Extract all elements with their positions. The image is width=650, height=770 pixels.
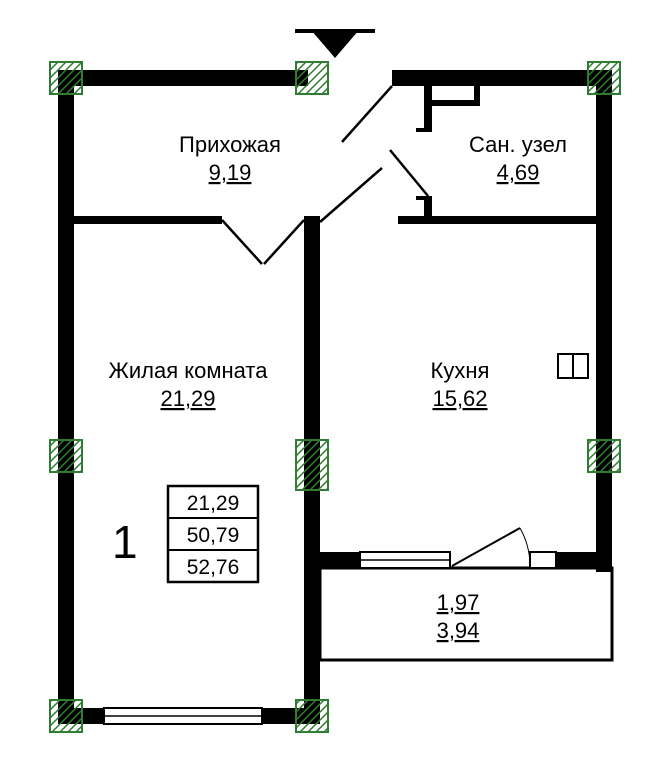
floor-plan: Прихожая 9,19 Сан. узел 4,69 Жилая комна… bbox=[0, 0, 650, 770]
apartment-number: 1 bbox=[112, 516, 138, 568]
living-area: 21,29 bbox=[160, 386, 215, 411]
balcony-area-2: 3,94 bbox=[437, 618, 480, 643]
wall bbox=[424, 86, 432, 130]
wall bbox=[424, 198, 432, 220]
window-icon bbox=[558, 354, 588, 378]
hallway-area: 9,19 bbox=[209, 160, 252, 185]
entrance-arrow-icon bbox=[295, 30, 375, 58]
summary-box: 21,29 50,79 52,76 bbox=[168, 486, 258, 582]
window-kitchen-balcony bbox=[360, 528, 556, 568]
wall bbox=[58, 216, 222, 224]
window-living bbox=[104, 708, 262, 724]
door-bathroom bbox=[390, 130, 432, 198]
wall bbox=[596, 542, 612, 572]
hallway-label: Прихожая bbox=[179, 132, 281, 157]
wall bbox=[304, 552, 360, 568]
summary-total2: 52,76 bbox=[187, 556, 240, 579]
kitchen-label: Кухня bbox=[431, 358, 490, 383]
wall bbox=[304, 216, 320, 240]
bathroom-label: Сан. узел bbox=[469, 132, 567, 157]
summary-total1: 50,79 bbox=[187, 524, 240, 547]
summary-living: 21,29 bbox=[187, 492, 240, 515]
wall bbox=[392, 70, 432, 86]
balcony-area-1: 1,97 bbox=[437, 590, 480, 615]
wall bbox=[474, 86, 480, 106]
wall bbox=[432, 100, 480, 106]
wall bbox=[58, 70, 74, 724]
bathroom-area: 4,69 bbox=[497, 160, 540, 185]
living-label: Жилая комната bbox=[109, 358, 269, 383]
door-entrance bbox=[342, 86, 392, 142]
wall bbox=[58, 70, 308, 86]
kitchen-area: 15,62 bbox=[432, 386, 487, 411]
door-kitchen bbox=[320, 168, 382, 222]
wall bbox=[432, 70, 612, 86]
door-living bbox=[222, 220, 304, 264]
